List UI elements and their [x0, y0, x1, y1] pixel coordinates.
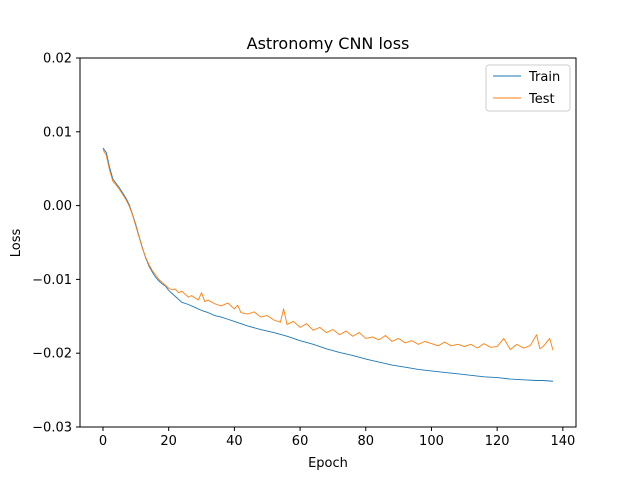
y-tick-label: −0.02	[32, 347, 72, 362]
legend-train-label: Train	[528, 70, 560, 85]
series-line-test	[102, 149, 554, 351]
y-axis: −0.03 −0.02 −0.01 0.00 0.01 0.02	[32, 52, 80, 436]
chart-title: Astronomy CNN loss	[247, 34, 410, 53]
y-tick-label: −0.03	[32, 421, 72, 436]
x-tick-label: 20	[160, 434, 177, 449]
y-tick-label: 0.01	[43, 125, 72, 140]
legend-test-label: Test	[528, 92, 555, 107]
x-tick-label: 100	[419, 434, 444, 449]
x-tick-label: 80	[358, 434, 375, 449]
x-tick-label: 120	[485, 434, 510, 449]
legend: Train Test	[485, 64, 571, 112]
y-tick-label: 0.00	[43, 199, 72, 214]
x-tick-label: 0	[99, 434, 107, 449]
plot-frame	[79, 57, 577, 428]
y-tick-label: −0.01	[32, 273, 72, 288]
x-tick-label: 40	[226, 434, 243, 449]
x-tick-label: 140	[550, 434, 575, 449]
y-axis-label: Loss	[9, 229, 24, 258]
y-tick-label: 0.02	[43, 52, 72, 67]
x-tick-label: 60	[292, 434, 309, 449]
series-layer	[102, 147, 554, 382]
x-axis: 0 20 40 60 80 100 120 140	[99, 427, 575, 449]
x-axis-label: Epoch	[308, 456, 348, 471]
